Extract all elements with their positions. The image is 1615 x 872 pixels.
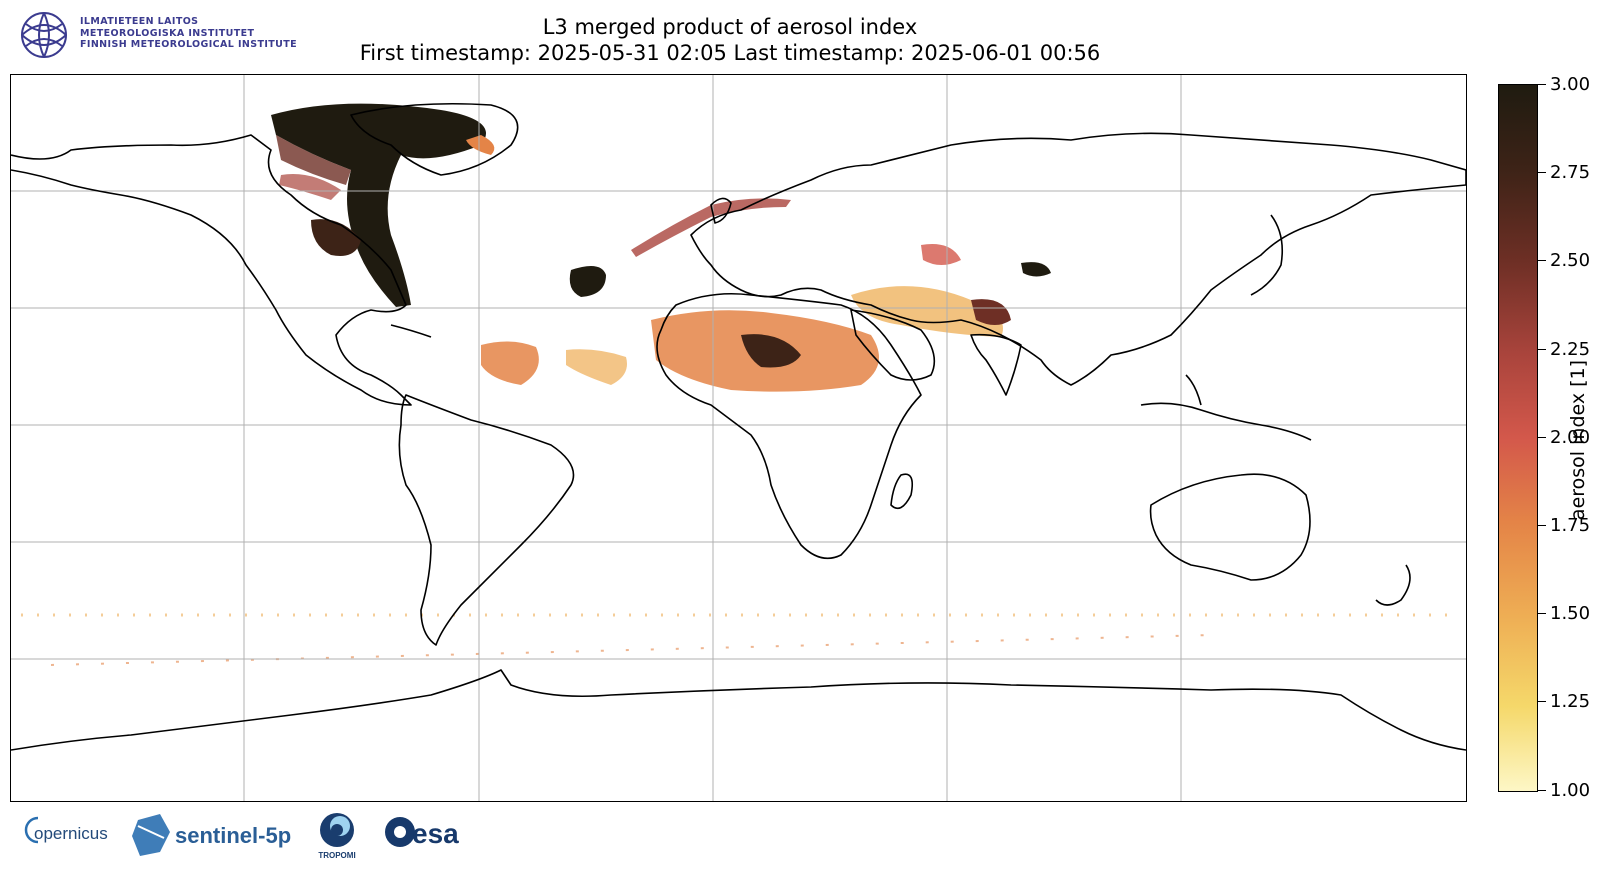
esa-logo-icon: esa bbox=[385, 817, 459, 849]
colorbar-tick bbox=[1538, 790, 1546, 791]
colorbar-tick-label: 1.00 bbox=[1550, 780, 1591, 801]
colorbar-tick-label: 2.75 bbox=[1550, 162, 1591, 183]
coastlines bbox=[11, 102, 1466, 751]
sentinel-5p-logo-icon: sentinel-5p bbox=[132, 814, 291, 856]
colorbar-tick bbox=[1538, 437, 1546, 438]
fmi-organization-name: ILMATIETEEN LAITOS METEOROLOGISKA INSTIT… bbox=[80, 16, 297, 51]
title-line-2: First timestamp: 2025-05-31 02:05 Last t… bbox=[359, 41, 1101, 65]
esa-logo-text: esa bbox=[412, 818, 459, 849]
colorbar-tick-label: 2.50 bbox=[1550, 250, 1591, 271]
colorbar-tick bbox=[1538, 260, 1546, 261]
aerosol-field bbox=[21, 103, 1456, 666]
sentinel-5p-logo-text: sentinel-5p bbox=[175, 823, 291, 848]
fmi-logo bbox=[18, 10, 318, 62]
colorbar-tick bbox=[1538, 525, 1546, 526]
map-canvas bbox=[11, 75, 1466, 801]
fmi-name-en: FINNISH METEOROLOGICAL INSTITUTE bbox=[80, 39, 298, 50]
colorbar-tick-label: 1.25 bbox=[1550, 691, 1591, 712]
colorbar-tick bbox=[1538, 613, 1546, 614]
fmi-name-fi: ILMATIETEEN LAITOS bbox=[80, 16, 199, 27]
world-map bbox=[10, 74, 1467, 802]
partner-logos: opernicus sentinel-5p TROPOMI esa bbox=[20, 812, 500, 868]
colorbar-tick-label: 3.00 bbox=[1550, 74, 1591, 95]
colorbar-tick-label: 2.00 bbox=[1550, 427, 1591, 448]
graticule bbox=[11, 75, 1466, 801]
fmi-globe-logo-icon bbox=[21, 12, 67, 58]
fmi-name-sv: METEOROLOGISKA INSTITUTET bbox=[80, 27, 255, 39]
colorbar-tick bbox=[1538, 349, 1546, 350]
colorbar-tick-label: 2.25 bbox=[1550, 339, 1591, 360]
tropomi-logo-icon: TROPOMI bbox=[318, 813, 356, 860]
copernicus-logo-text: opernicus bbox=[34, 824, 108, 843]
colorbar-tick bbox=[1538, 172, 1546, 173]
colorbar-tick bbox=[1538, 84, 1546, 85]
colorbar-tick bbox=[1538, 701, 1546, 702]
map-title: L3 merged product of aerosol index First… bbox=[0, 14, 1460, 66]
colorbar bbox=[1498, 84, 1538, 792]
logo-strip: opernicus sentinel-5p TROPOMI esa bbox=[24, 813, 459, 860]
copernicus-logo-icon: opernicus bbox=[24, 816, 108, 844]
title-line-1: L3 merged product of aerosol index bbox=[542, 15, 918, 39]
colorbar-label: aerosol index [1] bbox=[1567, 359, 1589, 521]
tropomi-logo-text: TROPOMI bbox=[318, 851, 355, 860]
colorbar-tick-label: 1.75 bbox=[1550, 515, 1591, 536]
colorbar-tick-label: 1.50 bbox=[1550, 603, 1591, 624]
